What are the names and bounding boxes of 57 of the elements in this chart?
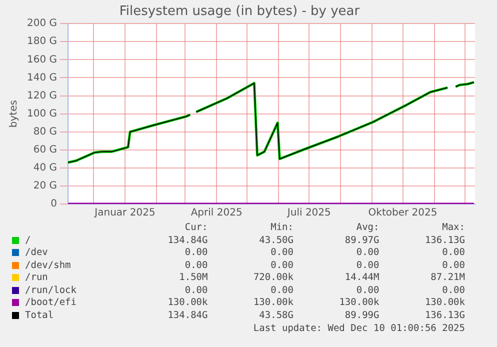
text: Min:	[270, 222, 294, 233]
text: 89.97G	[344, 234, 380, 246]
chart-title: Filesystem usage (in bytes) - by year	[119, 4, 360, 20]
y-tick-label: 120 G	[27, 90, 58, 102]
text: Avg:	[355, 222, 380, 233]
legend-label: Total	[25, 310, 54, 320]
text: 0.00	[184, 284, 208, 296]
text: 43.58G	[258, 310, 294, 320]
text: 0.00	[270, 260, 294, 270]
legend-label: /run/lock	[25, 284, 76, 296]
y-tick-label: 140 G	[27, 72, 58, 84]
x-tick-label: Januar 2025	[94, 208, 156, 219]
text: 43.50G	[258, 234, 294, 246]
x-tick-label: April 2025	[190, 208, 242, 219]
y-tick-label: 60 G	[33, 144, 58, 156]
text: Last update: Wed Dec 10 01:00:56 2025	[252, 322, 465, 334]
text: 130.00k	[252, 297, 294, 308]
text: 87.21M	[430, 272, 465, 283]
legend-label: /boot/efi	[25, 297, 76, 308]
text: 0.00	[441, 260, 465, 270]
legend-label: /dev	[25, 247, 48, 258]
text: 0.00	[355, 247, 380, 258]
text: 14.44M	[344, 272, 380, 283]
legend-label: /dev/shm	[25, 260, 71, 270]
y-tick-label: 160 G	[27, 54, 58, 66]
text: Cur:	[184, 222, 208, 233]
text: 1.50M	[178, 272, 208, 283]
text: 130.00k	[424, 297, 465, 308]
y-tick-label: 180 G	[27, 36, 58, 48]
text: 720.00k	[252, 272, 294, 283]
text: 130.00k	[338, 297, 380, 308]
x-tick-label: Oktober 2025	[368, 208, 438, 219]
y-tick-label: 40 G	[33, 162, 58, 174]
y-tick-label: 80 G	[33, 126, 58, 138]
text: 136.13G	[424, 234, 465, 246]
text: 136.13G	[424, 310, 465, 320]
y-tick-label: 20 G	[33, 180, 58, 192]
y-axis-title: bytes	[8, 100, 20, 128]
y-tick-label: 0	[50, 198, 58, 210]
y-tick-label: 100 G	[27, 108, 58, 120]
text: 0.00	[355, 284, 380, 296]
text: 0.00	[270, 247, 294, 258]
text: 89.99G	[344, 310, 380, 320]
text: 0.00	[441, 284, 465, 296]
text: 0.00	[441, 247, 465, 258]
y-tick-label: 200 G	[27, 18, 58, 30]
x-tick-label: Juli 2025	[286, 208, 331, 219]
text: 0.00	[355, 260, 380, 270]
text: Max:	[441, 222, 465, 233]
text: 0.00	[270, 284, 294, 296]
text: 0.00	[184, 247, 208, 258]
text: 134.84G	[166, 234, 208, 246]
text: 0.00	[184, 260, 208, 270]
legend-label: /	[25, 234, 31, 246]
legend-label: /run	[25, 272, 48, 283]
text: 130.00k	[166, 297, 208, 308]
text: 134.84G	[166, 310, 208, 320]
